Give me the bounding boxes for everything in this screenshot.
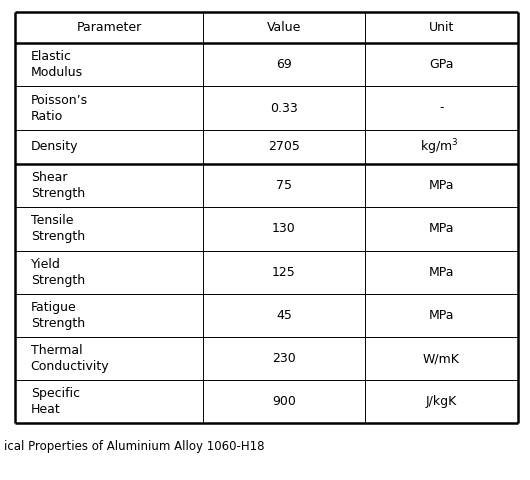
Text: -: - <box>439 101 444 115</box>
Text: Specific
Heat: Specific Heat <box>31 387 80 416</box>
Text: Tensile
Strength: Tensile Strength <box>31 215 85 243</box>
Text: MPa: MPa <box>429 222 454 236</box>
Text: Yield
Strength: Yield Strength <box>31 258 85 287</box>
Text: Parameter: Parameter <box>76 21 142 34</box>
Text: ical Properties of Aluminium Alloy 1060-H18: ical Properties of Aluminium Alloy 1060-… <box>4 440 265 453</box>
Text: Thermal
Conductivity: Thermal Conductivity <box>31 344 109 373</box>
Text: 125: 125 <box>272 265 296 279</box>
Text: Value: Value <box>267 21 301 34</box>
Text: MPa: MPa <box>429 309 454 322</box>
Text: 75: 75 <box>276 179 292 192</box>
Text: J/kgK: J/kgK <box>426 395 457 408</box>
Text: Fatigue
Strength: Fatigue Strength <box>31 301 85 330</box>
Text: MPa: MPa <box>429 179 454 192</box>
Text: 45: 45 <box>276 309 292 322</box>
Text: W/mK: W/mK <box>423 352 460 365</box>
Text: 230: 230 <box>272 352 296 365</box>
Text: 900: 900 <box>272 395 296 408</box>
Text: Shear
Strength: Shear Strength <box>31 171 85 200</box>
Text: kg/m$^3$: kg/m$^3$ <box>420 137 458 156</box>
Text: 2705: 2705 <box>268 140 300 154</box>
Text: Elastic
Modulus: Elastic Modulus <box>31 50 83 79</box>
Text: Density: Density <box>31 140 78 154</box>
Text: Unit: Unit <box>429 21 454 34</box>
Text: 0.33: 0.33 <box>270 101 298 115</box>
Text: MPa: MPa <box>429 265 454 279</box>
Text: 69: 69 <box>276 58 292 72</box>
Text: GPa: GPa <box>429 58 454 72</box>
Text: 130: 130 <box>272 222 296 236</box>
Text: Poisson’s
Ratio: Poisson’s Ratio <box>31 94 88 122</box>
